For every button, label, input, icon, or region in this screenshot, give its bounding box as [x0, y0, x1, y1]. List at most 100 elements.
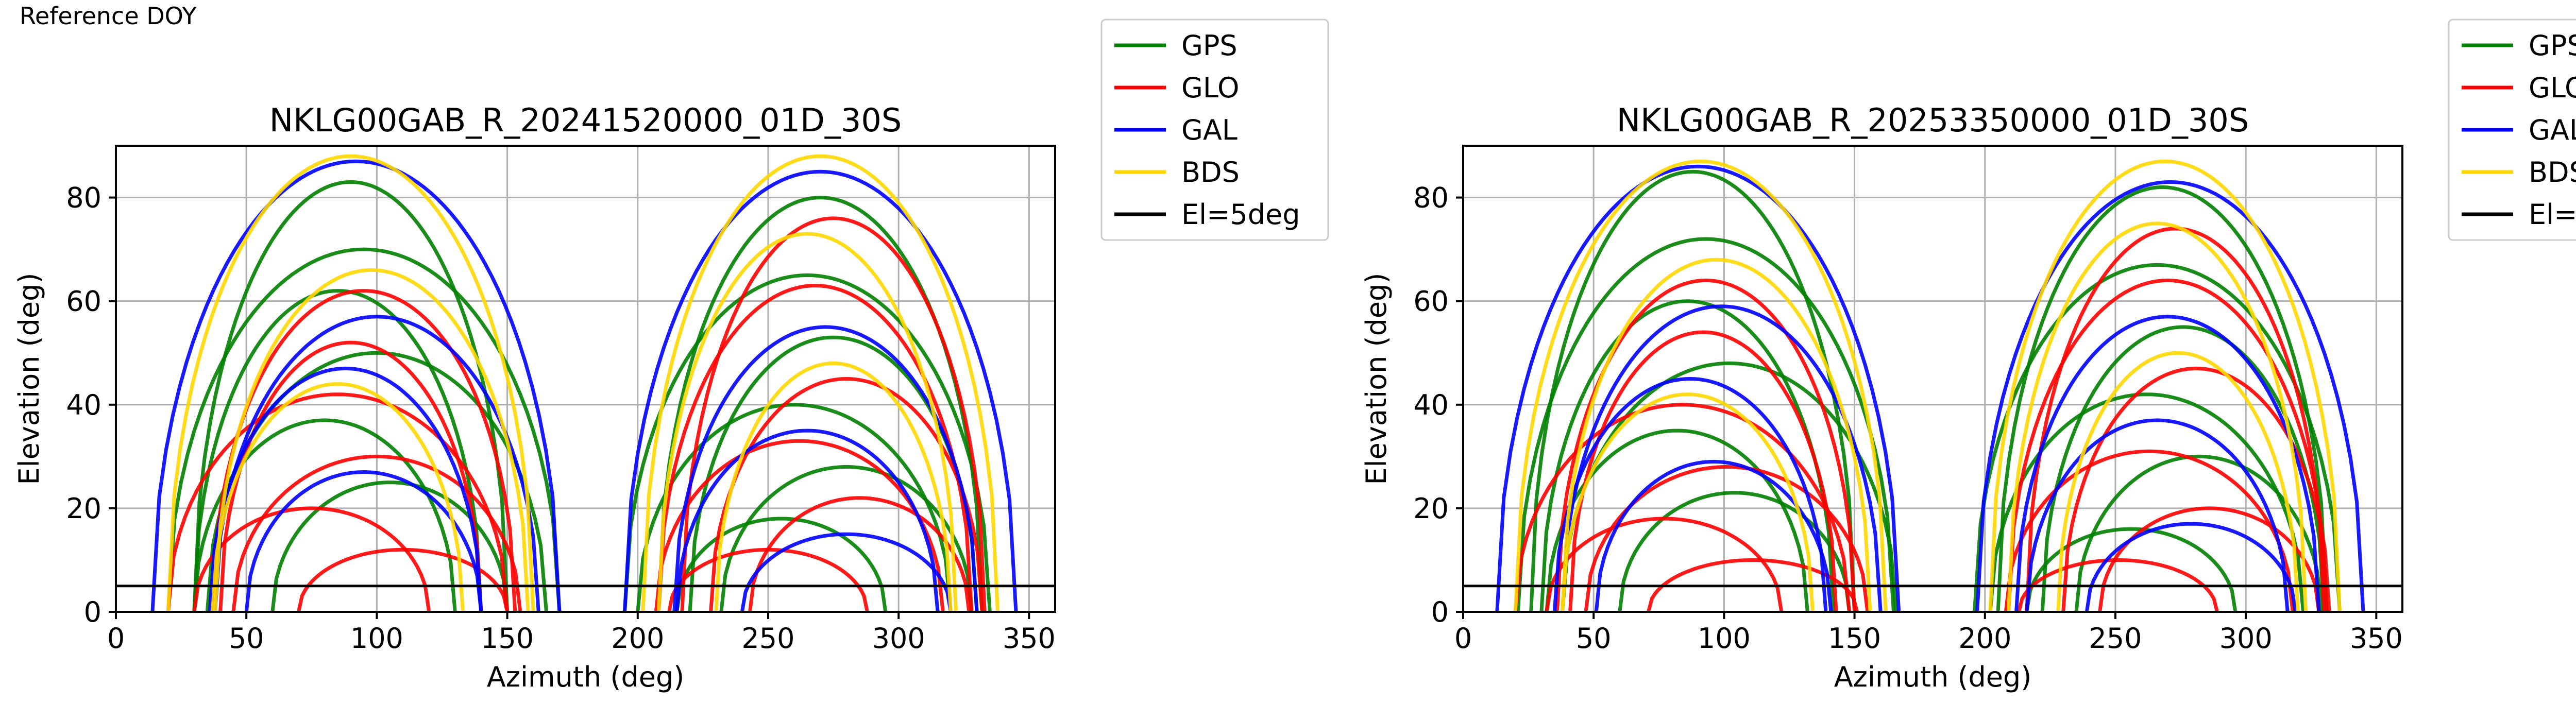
- legend-label: El=5deg: [2529, 198, 2576, 231]
- track-glo: [654, 439, 945, 612]
- track-glo: [709, 376, 984, 612]
- x-tick-label: 0: [1454, 622, 1472, 655]
- track-gal: [213, 315, 540, 612]
- track-glo: [1545, 517, 1784, 612]
- x-tick-label: 150: [481, 622, 534, 655]
- y-tick-label: 0: [84, 596, 101, 628]
- reference-doy-label: Reference DOY: [20, 2, 197, 30]
- chart-title: NKLG00GAB_R_20241520000_01D_30S: [269, 101, 902, 139]
- track-gps: [166, 247, 562, 612]
- track-bds: [656, 232, 958, 612]
- track-glo: [2098, 506, 2321, 612]
- track-gps: [1539, 299, 1836, 612]
- track-gal: [1560, 304, 1883, 612]
- track-glo: [231, 454, 522, 612]
- x-tick-label: 300: [872, 622, 925, 655]
- y-tick-label: 80: [66, 182, 101, 214]
- legend-label: BDS: [1181, 156, 1240, 188]
- track-glo: [1568, 330, 1838, 612]
- legend: GPS GLO GAL BDS El=5deg: [2448, 19, 2576, 241]
- track-bds: [1560, 258, 1872, 612]
- track-glo: [297, 547, 510, 612]
- x-tick-label: 100: [350, 622, 403, 655]
- track-gal: [672, 325, 979, 612]
- track-gps: [623, 273, 992, 612]
- x-tick-label: 350: [2350, 622, 2403, 655]
- x-tick-label: 150: [1828, 622, 1881, 655]
- track-gal: [1495, 164, 1901, 612]
- legend-label: El=5deg: [1181, 198, 1300, 231]
- track-gps: [192, 289, 483, 612]
- legend-label: BDS: [2529, 156, 2576, 188]
- x-tick-label: 200: [1958, 622, 2011, 655]
- x-tick-label: 350: [1003, 622, 1056, 655]
- y-tick-label: 60: [66, 285, 101, 318]
- track-gps: [2040, 325, 2326, 612]
- track-gal: [208, 366, 483, 612]
- track-gps: [1618, 491, 1851, 612]
- track-gps: [636, 403, 953, 612]
- series-tracks: [150, 154, 1018, 612]
- legend-label: GLO: [2529, 72, 2576, 104]
- track-glo: [2025, 227, 2326, 612]
- legend-label: GLO: [1181, 72, 1240, 104]
- track-bds: [1988, 159, 2342, 612]
- y-axis-label: Elevation (deg): [1360, 273, 1393, 485]
- x-tick-label: 300: [2219, 622, 2273, 655]
- track-gal: [675, 428, 940, 612]
- legend-label: GPS: [1181, 29, 1238, 62]
- track-bds: [641, 154, 1000, 612]
- track-gps: [1560, 361, 1899, 612]
- y-tick-label: 40: [66, 389, 101, 421]
- legend-label: GAL: [1181, 114, 1238, 146]
- legend-label: GPS: [2529, 29, 2576, 62]
- track-bds: [210, 382, 465, 612]
- track-gal: [1594, 459, 1833, 612]
- y-tick-label: 20: [66, 492, 101, 525]
- y-tick-label: 40: [1413, 389, 1449, 421]
- track-gal: [2025, 418, 2290, 612]
- track-glo: [2017, 558, 2219, 612]
- x-tick-label: 50: [229, 622, 264, 655]
- track-gps: [1516, 237, 1895, 612]
- track-bds: [166, 154, 535, 612]
- series-tracks: [1495, 159, 2365, 612]
- track-gal: [244, 470, 483, 612]
- track-glo: [192, 506, 431, 612]
- x-tick-label: 0: [107, 622, 125, 655]
- track-gal: [2084, 522, 2297, 612]
- legend-box: [1100, 19, 1329, 241]
- track-gal: [150, 159, 562, 612]
- track-glo: [218, 340, 483, 612]
- track-gps: [719, 465, 974, 612]
- y-tick-label: 20: [1413, 492, 1449, 525]
- track-gps: [675, 517, 888, 612]
- track-gal: [2014, 315, 2321, 612]
- track-bds: [1560, 392, 1815, 612]
- chart-title: NKLG00GAB_R_20253350000_01D_30S: [1617, 101, 2249, 139]
- track-bds: [1513, 159, 1888, 612]
- x-tick-label: 100: [1698, 622, 1751, 655]
- track-gps: [1973, 263, 2342, 612]
- track-glo: [748, 496, 971, 612]
- y-tick-label: 0: [1431, 596, 1449, 628]
- chart-panel-2: 0 50 100 150 200 250 300 350 0 20 40 60 80 NKLG00GAB_…: [1360, 19, 2576, 693]
- track-gps: [192, 418, 457, 612]
- track-gal: [623, 169, 1018, 612]
- x-axis-label: Azimuth (deg): [487, 661, 685, 693]
- legend-label: GAL: [2529, 114, 2576, 146]
- x-tick-label: 250: [741, 622, 794, 655]
- track-bds: [2006, 221, 2308, 612]
- y-tick-label: 80: [1413, 182, 1449, 214]
- track-glo: [210, 289, 517, 612]
- track-gps: [2074, 454, 2324, 612]
- track-glo: [166, 392, 510, 612]
- track-gps: [1529, 169, 1857, 612]
- track-bds: [2056, 351, 2300, 612]
- track-gal: [740, 532, 953, 612]
- track-glo: [667, 547, 869, 612]
- y-axis-label: Elevation (deg): [13, 273, 45, 485]
- track-bds: [714, 361, 953, 612]
- x-tick-label: 250: [2089, 622, 2142, 655]
